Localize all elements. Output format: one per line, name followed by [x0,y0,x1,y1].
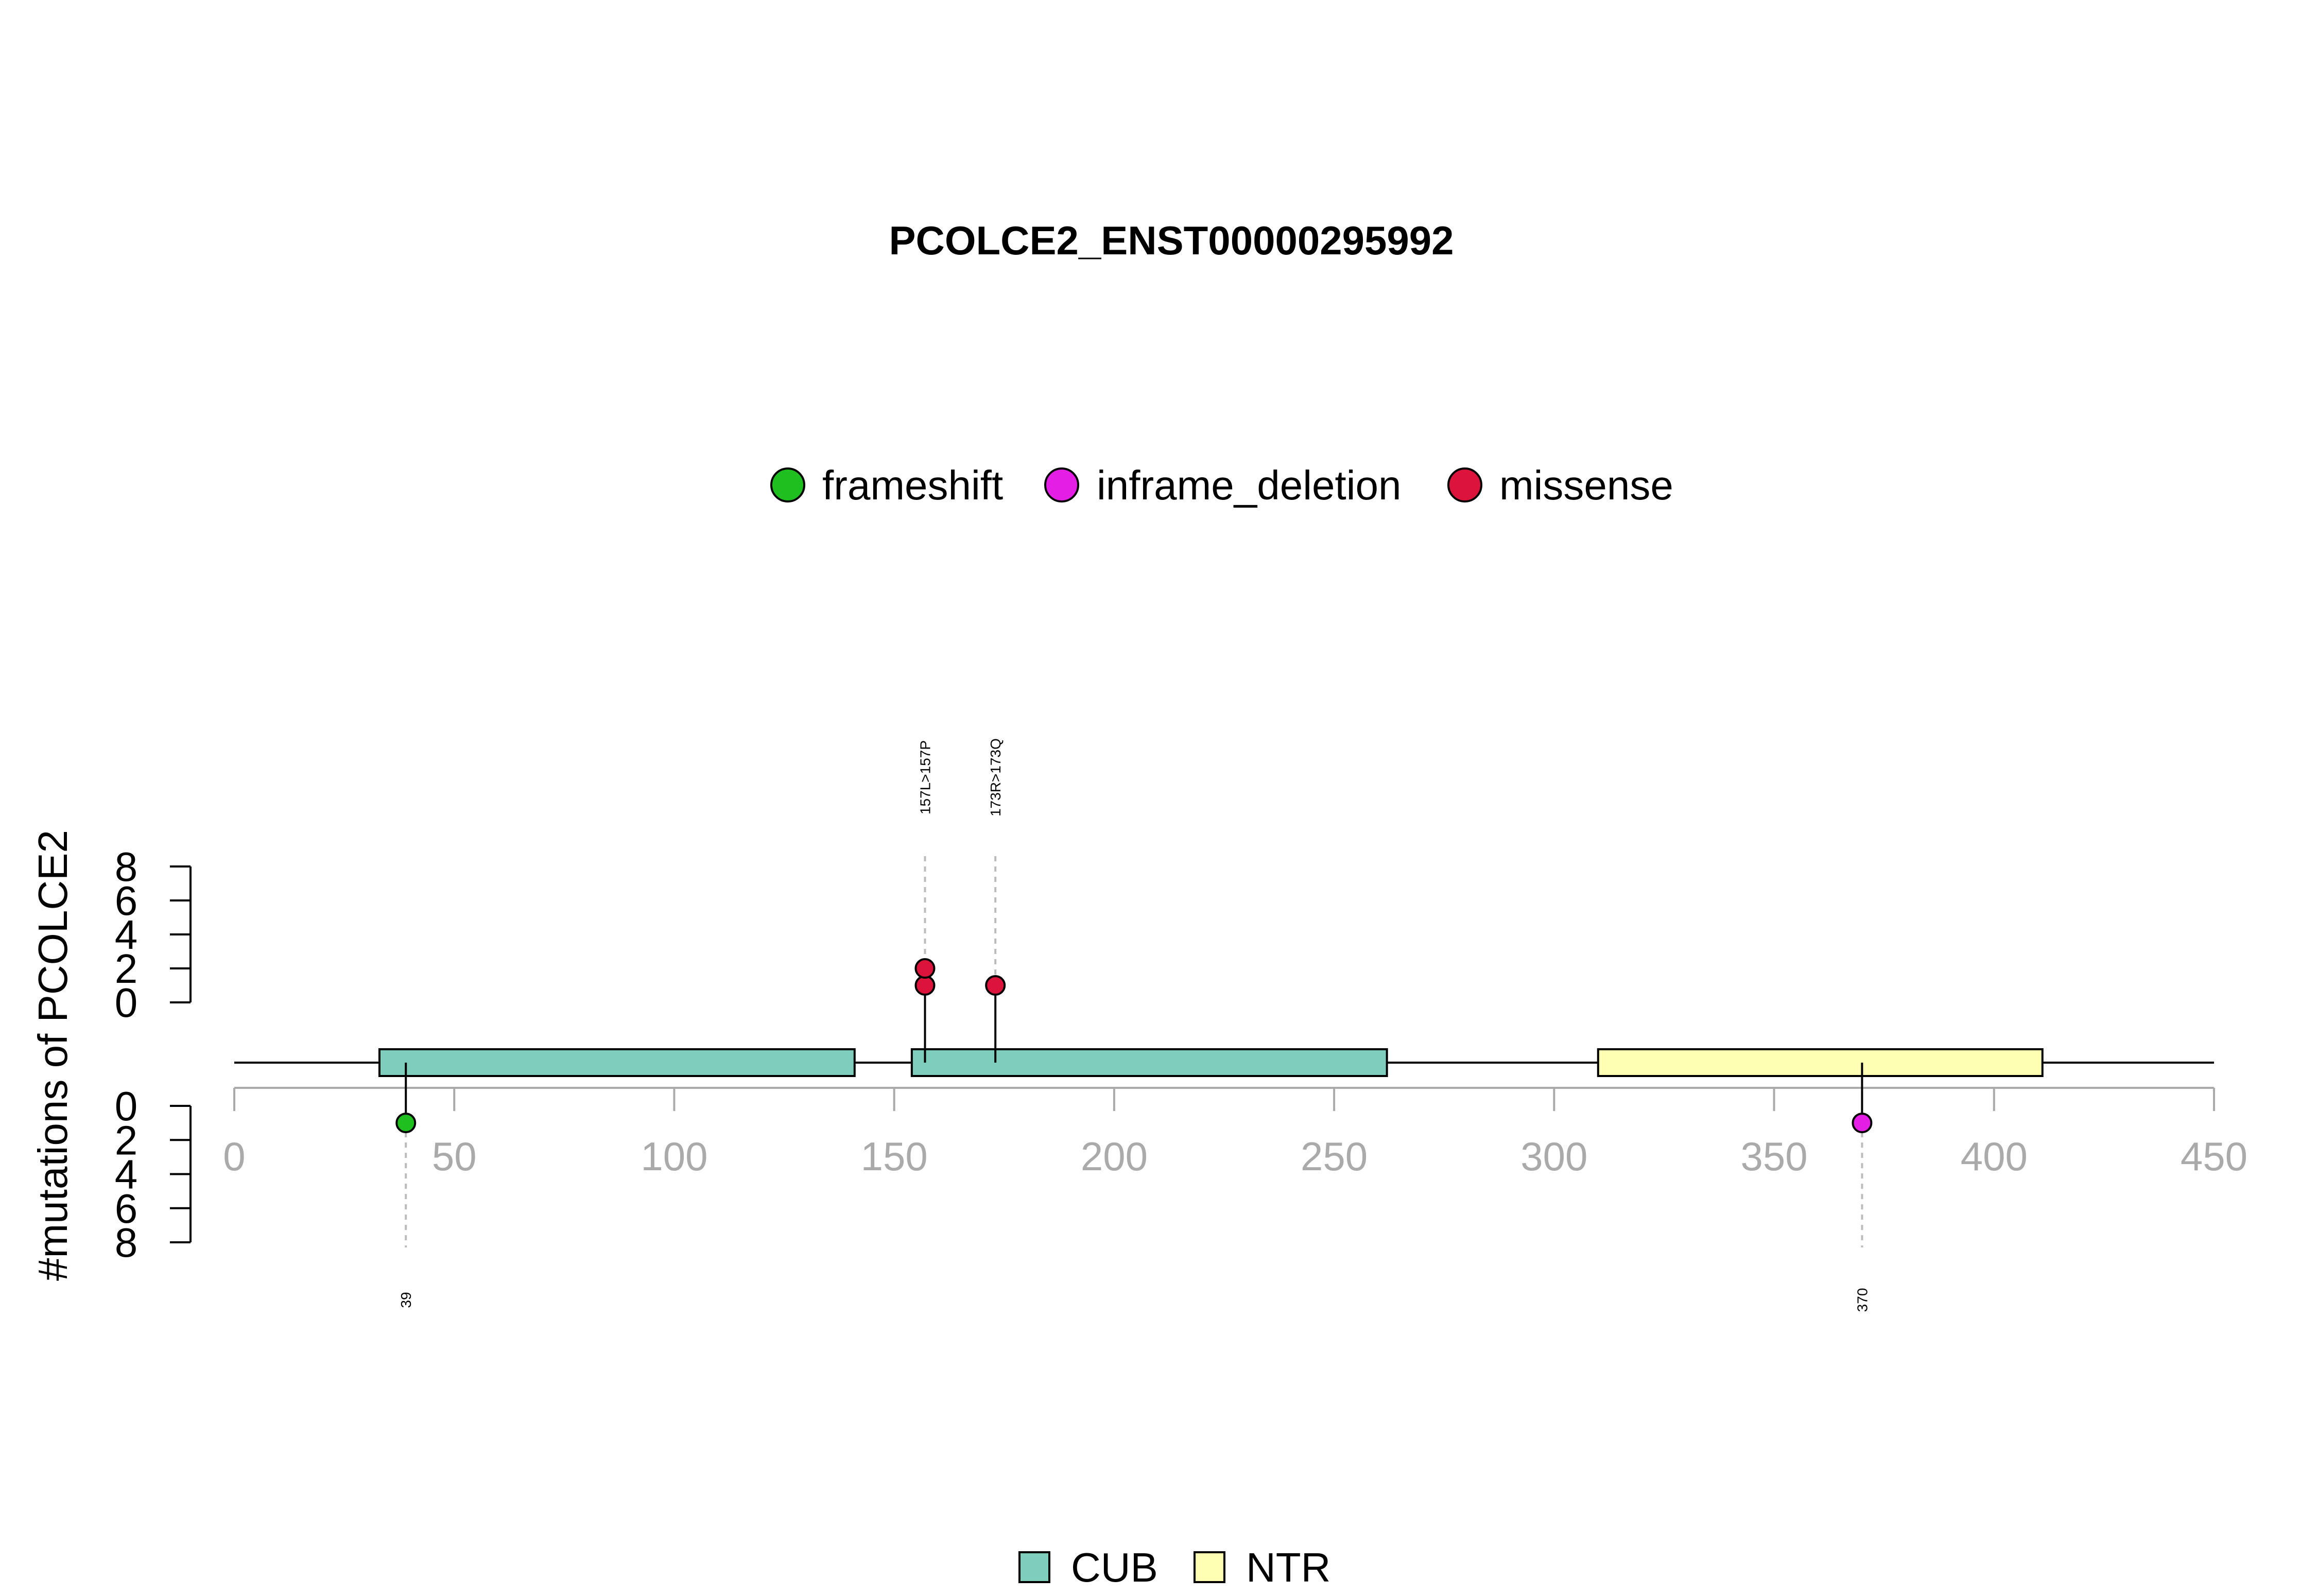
domain-cub [378,1048,856,1077]
x-tick-label: 200 [1081,1134,1148,1179]
mutation-lollipops: 157L>157P 173R>173Q 39 370 [395,738,1873,1312]
mutation-point-frameshift [395,1113,417,1134]
y-tick-label-top: 0 [115,980,138,1026]
x-tick-label: 0 [223,1134,245,1179]
domain-track [378,1048,2044,1077]
mutation-label: 157L>157P [917,740,933,814]
mutation-label: 39 [398,1292,414,1308]
domain-ntr [1597,1048,2044,1077]
mutation-type-legend: frameshift inframe_deletion missense [770,462,1673,508]
y-tick-label-bottom: 6 [115,1186,138,1231]
x-tick-label: 400 [1961,1134,2028,1179]
y-tick-label-bottom: 4 [115,1152,138,1198]
y-axis-title: #mutations of PCOLCE2 [30,830,76,1281]
x-tick-label: 150 [861,1134,928,1179]
legend-label-inframe_deletion: inframe_deletion [1097,462,1401,508]
y-tick-label-bottom: 2 [115,1117,138,1163]
domain-legend-swatch-cub [1018,1551,1050,1583]
legend-label-missense: missense [1499,462,1673,508]
legend-marker-inframe_deletion [1044,467,1079,502]
x-tick-label: 100 [641,1134,707,1179]
legend-marker-missense [1447,467,1482,502]
y-axis-label: #mutations of PCOLCE2 [30,830,76,1281]
x-tick-label: 300 [1520,1134,1587,1179]
x-tick-label: 250 [1301,1134,1368,1179]
y-tick-label-bottom: 0 [115,1083,138,1129]
mutation-label: 370 [1854,1288,1870,1312]
domain-legend: CUB NTR [1018,1545,1330,1590]
mutation-label: 173R>173Q [988,738,1004,817]
mutation-point-missense [985,975,1006,996]
chart-title: PCOLCE2_ENST00000295992 [889,218,1454,263]
mutation-point-missense [914,975,936,996]
domain-legend-swatch-ntr [1194,1551,1225,1583]
legend-label-frameshift: frameshift [822,462,1003,508]
y-tick-label-top: 2 [115,946,138,992]
legend-marker-frameshift [770,467,805,502]
domain-cub [910,1048,1388,1077]
y-tick-label-top: 6 [115,878,138,924]
x-tick-label: 350 [1740,1134,1807,1179]
x-tick-label: 450 [2181,1134,2247,1179]
x-axis: 0 50 100 150 200 250 300 350 400 450 [223,1087,2247,1179]
y-tick-label-top: 8 [115,844,138,890]
x-tick-label: 50 [432,1134,477,1179]
y-tick-label-top: 4 [115,912,138,958]
domain-legend-label-cub: CUB [1071,1545,1158,1590]
mutation-point-missense [914,958,936,979]
y-tick-label-bottom: 8 [115,1220,138,1265]
domain-legend-label-ntr: NTR [1246,1545,1330,1590]
mutation-point-inframe_deletion [1852,1113,1873,1134]
